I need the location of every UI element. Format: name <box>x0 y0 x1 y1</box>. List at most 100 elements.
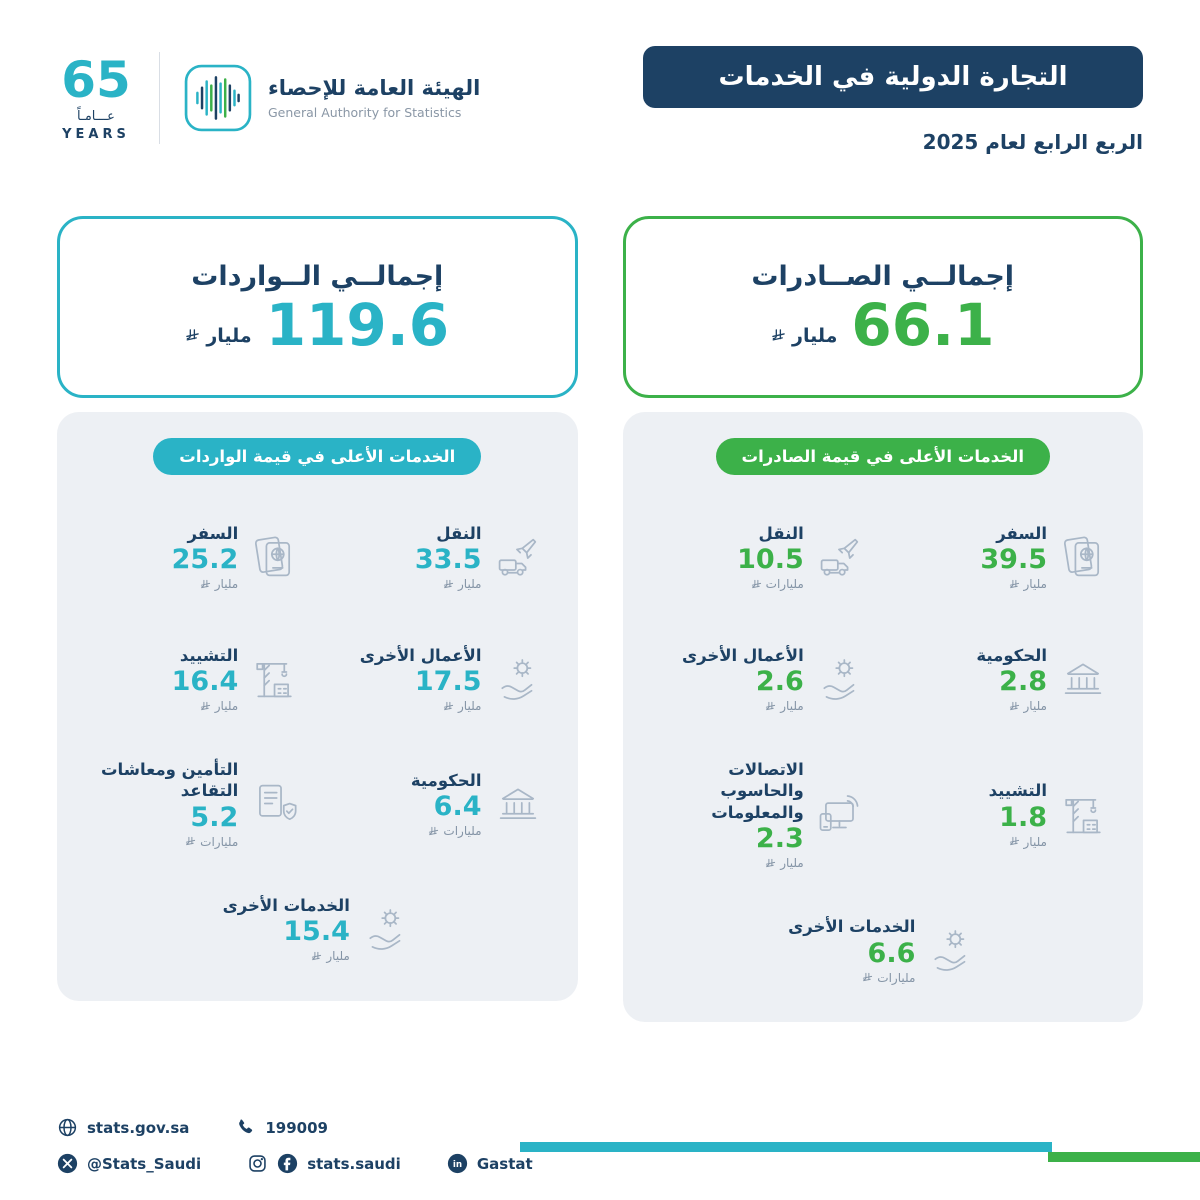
riyal-symbol-icon <box>200 701 211 712</box>
x-icon <box>57 1153 78 1174</box>
service-label: الخدمات الأخرى <box>222 895 350 915</box>
service-label: الأعمال الأخرى <box>681 645 804 665</box>
instagram-icon <box>247 1153 268 1174</box>
service-label: الأعمال الأخرى <box>359 645 482 665</box>
unit-text: مليار <box>1023 577 1047 592</box>
riyal-symbol-icon <box>1009 836 1020 847</box>
phone-contact[interactable]: 199009 <box>235 1117 328 1138</box>
unit-text: مليار <box>780 699 804 714</box>
main-content: إجمالــي الصــادرات 66.1 مليار الخدمات ا… <box>0 216 1200 1023</box>
years-english-label: YEARS <box>62 126 130 142</box>
linkedin-icon <box>447 1153 468 1174</box>
service-unit: مليارات <box>737 577 804 591</box>
imports-total-row: 119.6 مليار <box>185 296 449 354</box>
crane-icon <box>1057 789 1109 841</box>
exports-total-value: 66.1 <box>851 290 995 359</box>
document-shield-icon <box>248 778 300 830</box>
riyal-symbol-icon <box>185 328 200 343</box>
riyal-symbol-icon <box>751 579 762 590</box>
social-link[interactable]: stats.saudi <box>247 1153 401 1174</box>
imports-total-unit: مليار <box>185 325 252 354</box>
service-item-other-business: الأعمال الأخرى 17.5 مليار <box>320 637 557 721</box>
facebook-icon <box>277 1153 298 1174</box>
service-item-construction: التشييد 1.8 مليار <box>886 759 1123 870</box>
page-subtitle: الربع الرابع لعام 2025 <box>922 130 1143 154</box>
service-unit: مليار <box>360 699 482 713</box>
service-label: النقل <box>758 523 804 543</box>
plane-truck-icon <box>814 531 866 583</box>
imports-total-value: 119.6 <box>265 290 450 359</box>
unit-text: مليار <box>792 324 838 347</box>
service-value: 17.5 <box>414 666 482 698</box>
service-item-other-business: الأعمال الأخرى 2.6 مليار <box>643 637 880 721</box>
riyal-symbol-icon <box>1009 579 1020 590</box>
service-label: السفر <box>187 523 239 543</box>
exports-box-title: إجمالــي الصــادرات <box>751 260 1015 292</box>
service-unit: مليار <box>976 699 1047 713</box>
service-unit: مليار <box>415 577 482 591</box>
linkedin-handle-text: Gastat <box>476 1154 533 1173</box>
riyal-symbol-icon <box>311 951 322 962</box>
service-unit: مليار <box>172 577 239 592</box>
exports-panel-title: الخدمات الأعلى في قيمة الصادرات <box>715 438 1050 475</box>
service-item-ict: الاتصالات والحاسوب والمعلومات 2.3 مليار <box>643 759 880 870</box>
unit-text: مليار <box>214 699 239 714</box>
government-building-icon <box>492 778 544 830</box>
years-arabic-label: عـــامـاً <box>77 108 115 124</box>
service-unit: مليار <box>172 699 239 714</box>
phone-icon <box>235 1117 256 1138</box>
plane-truck-icon <box>492 531 544 583</box>
service-item-insurance-pensions: التأمين ومعاشات التقاعد 5.2 مليارات <box>77 759 314 849</box>
unit-text: مليار <box>1023 699 1047 714</box>
riyal-symbol-icon <box>185 836 196 847</box>
service-unit: مليارات <box>91 835 238 849</box>
riyal-symbol-icon <box>428 826 439 837</box>
service-value: 1.8 <box>999 801 1047 833</box>
social-handle-text: stats.saudi <box>307 1154 401 1173</box>
imports-total-box: إجمالــي الــواردات 119.6 مليار <box>57 216 578 398</box>
riyal-symbol-icon <box>443 579 454 590</box>
passport-icon <box>1057 531 1109 583</box>
website-link[interactable]: stats.gov.sa <box>57 1117 189 1138</box>
riyal-symbol-icon <box>765 858 776 869</box>
crane-icon <box>248 653 300 705</box>
service-value: 2.8 <box>999 666 1047 698</box>
unit-text: مليار <box>326 949 350 964</box>
service-unit: مليار <box>989 835 1047 849</box>
exports-total-box: إجمالــي الصــادرات 66.1 مليار <box>622 216 1143 398</box>
service-label: الخدمات الأخرى <box>788 917 916 937</box>
service-value: 2.3 <box>755 823 804 855</box>
unit-text: مليار <box>214 577 239 592</box>
service-label: التشييد <box>179 645 239 665</box>
service-value: 2.6 <box>755 666 804 698</box>
service-value: 33.5 <box>414 544 482 576</box>
x-handle-text: @Stats_Saudi <box>87 1154 202 1173</box>
riyal-symbol-icon <box>765 701 776 712</box>
service-unit: مليارات <box>788 971 915 985</box>
unit-text: مليارات <box>877 970 916 985</box>
service-label: التشييد <box>988 781 1047 801</box>
decorative-teal-bar <box>520 1142 1052 1152</box>
linkedin-link[interactable]: Gastat <box>447 1153 533 1174</box>
imports-panel: الخدمات الأعلى في قيمة الواردات النقل 33… <box>57 412 578 1001</box>
gastat-logo-mark-icon <box>184 64 252 132</box>
gastat-logo: الهيئة العامة للإحصاء General Authority … <box>184 64 480 132</box>
service-item-travel: السفر 25.2 مليار <box>77 515 314 599</box>
service-label: النقل <box>436 523 482 543</box>
service-value: 10.5 <box>737 544 804 576</box>
service-unit: مليار <box>657 856 804 870</box>
title-block: التجارة الدولية في الخدمات الربع الرابع … <box>643 46 1143 154</box>
passport-icon <box>248 531 300 583</box>
x-link[interactable]: @Stats_Saudi <box>57 1153 201 1174</box>
logo-group: 65 عـــامـاً YEARS <box>57 46 480 144</box>
service-value: 6.4 <box>433 791 482 823</box>
exports-panel: الخدمات الأعلى في قيمة الصادرات السفر 39… <box>622 412 1143 1023</box>
exports-services-grid: السفر 39.5 مليار النقل 10.5 مليارات <box>643 515 1124 992</box>
service-label: الحكومية <box>976 645 1047 665</box>
65-years-logo: 65 عـــامـاً YEARS <box>57 55 135 142</box>
service-value: 6.6 <box>867 937 916 969</box>
exports-total-unit: مليار <box>771 325 837 354</box>
service-item-travel: السفر 39.5 مليار <box>886 515 1123 599</box>
header: 65 عـــامـاً YEARS <box>0 0 1200 154</box>
